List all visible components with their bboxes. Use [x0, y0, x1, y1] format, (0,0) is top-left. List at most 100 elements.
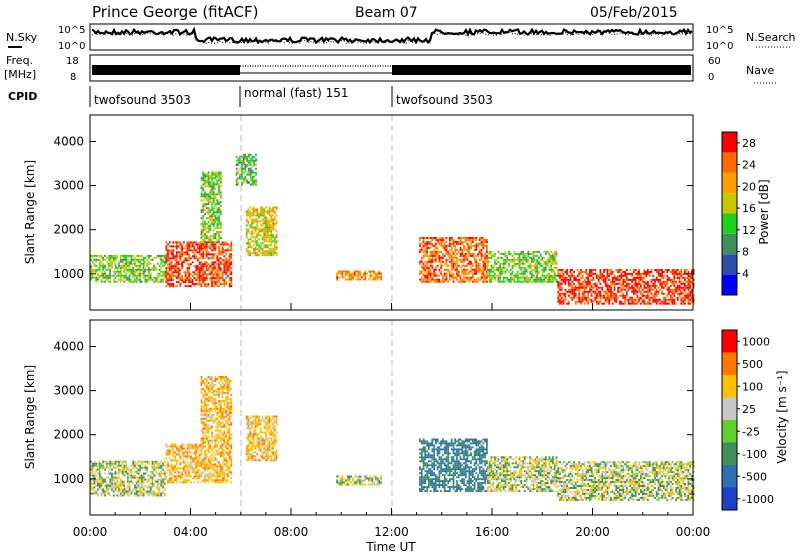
scatter-cell	[93, 264, 96, 267]
scatter-cell	[438, 268, 441, 271]
scatter-cell	[608, 290, 611, 293]
scatter-cell	[214, 281, 217, 284]
scatter-cell	[622, 278, 625, 281]
scatter-cell	[223, 384, 226, 386]
scatter-cell	[424, 266, 427, 269]
scatter-cell	[205, 405, 208, 408]
scatter-cell	[273, 244, 276, 247]
scatter-cell	[221, 407, 224, 410]
scatter-cell	[673, 282, 676, 285]
scatter-cell	[248, 171, 250, 174]
scatter-cell	[207, 177, 210, 180]
scatter-cell	[204, 437, 206, 440]
scatter-cell	[205, 469, 208, 472]
scatter-cell	[223, 477, 226, 480]
scatter-cell	[207, 403, 210, 406]
scatter-cell	[172, 459, 175, 462]
scatter-cell	[104, 274, 106, 277]
scatter-cell	[359, 274, 361, 277]
scatter-cell	[155, 470, 157, 473]
scatter-cell	[200, 378, 203, 380]
scatter-cell	[168, 259, 171, 262]
scatter-cell	[226, 275, 229, 278]
scatter-cell	[596, 288, 598, 291]
scatter-cell	[550, 256, 553, 259]
scatter-cell	[207, 179, 210, 182]
scatter-cell	[251, 224, 253, 227]
scatter-cell	[662, 302, 665, 305]
scatter-cell	[219, 173, 222, 176]
scatter-cell	[459, 246, 462, 249]
scatter-cell	[440, 270, 442, 273]
scatter-cell	[270, 224, 273, 227]
scatter-cell	[625, 269, 628, 271]
scatter-cell	[112, 486, 115, 489]
scatter-cell	[195, 273, 198, 276]
scatter-cell	[617, 278, 619, 281]
scatter-cell	[429, 258, 432, 261]
scatter-cell	[251, 157, 254, 160]
scatter-cell	[139, 476, 141, 479]
scatter-cell	[125, 464, 127, 467]
scatter-cell	[197, 481, 199, 484]
scatter-cell	[142, 494, 145, 497]
scatter-cell	[494, 272, 496, 275]
scatter-cell	[559, 272, 561, 275]
scatter-cell	[633, 282, 635, 285]
scatter-cell	[146, 268, 149, 271]
colorbar-tick-label: 20	[742, 180, 756, 193]
scatter-cell	[175, 469, 178, 472]
scatter-cell	[209, 271, 212, 274]
scatter-cell	[126, 276, 129, 279]
scatter-cell	[139, 492, 141, 495]
scatter-cell	[160, 494, 163, 497]
scatter-cell	[112, 482, 115, 485]
scatter-cell	[594, 282, 597, 285]
scatter-cell	[263, 238, 266, 241]
scatter-cell	[518, 254, 521, 257]
scatter-cell	[219, 473, 222, 476]
scatter-cell	[188, 279, 190, 282]
scatter-cell	[457, 280, 460, 283]
scatter-cell	[482, 274, 485, 277]
scatter-cell	[482, 237, 485, 239]
scatter-cell	[197, 273, 199, 276]
scatter-cell	[270, 244, 273, 247]
scatter-cell	[207, 386, 210, 388]
scatter-cell	[191, 251, 194, 254]
scatter-cell	[104, 492, 106, 495]
scatter-cell	[158, 256, 161, 259]
scatter-cell	[207, 429, 210, 432]
scatter-cell	[126, 484, 129, 487]
scatter-cell	[216, 405, 219, 408]
scatter-cell	[464, 280, 467, 283]
scatter-cell	[165, 443, 168, 446]
scatter-cell	[625, 276, 628, 279]
scatter-cell	[223, 281, 226, 284]
scatter-cell	[691, 276, 693, 279]
scatter-cell	[179, 259, 182, 262]
scatter-cell	[214, 481, 217, 484]
scatter-cell	[219, 175, 222, 178]
scatter-cell	[141, 268, 143, 271]
scatter-cell	[530, 272, 533, 275]
scatter-cell	[608, 298, 611, 301]
scatter-cell	[214, 227, 217, 230]
scatter-cell	[253, 181, 256, 184]
scatter-cell	[202, 437, 205, 440]
scatter-cell	[687, 278, 690, 281]
scatter-cell	[112, 256, 115, 259]
scatter-cell	[218, 237, 220, 239]
scatter-cell	[160, 270, 163, 273]
scatter-cell	[125, 462, 127, 465]
scatter-cell	[529, 256, 531, 259]
scatter-cell	[440, 241, 442, 243]
scatter-cell	[128, 476, 131, 479]
scatter-cell	[202, 207, 205, 210]
scatter-cell	[569, 278, 572, 281]
scatter-cell	[578, 280, 581, 283]
scatter-cell	[151, 462, 154, 465]
scatter-cell	[420, 256, 423, 259]
scatter-cell	[486, 239, 488, 241]
scatter-cell	[436, 250, 439, 253]
